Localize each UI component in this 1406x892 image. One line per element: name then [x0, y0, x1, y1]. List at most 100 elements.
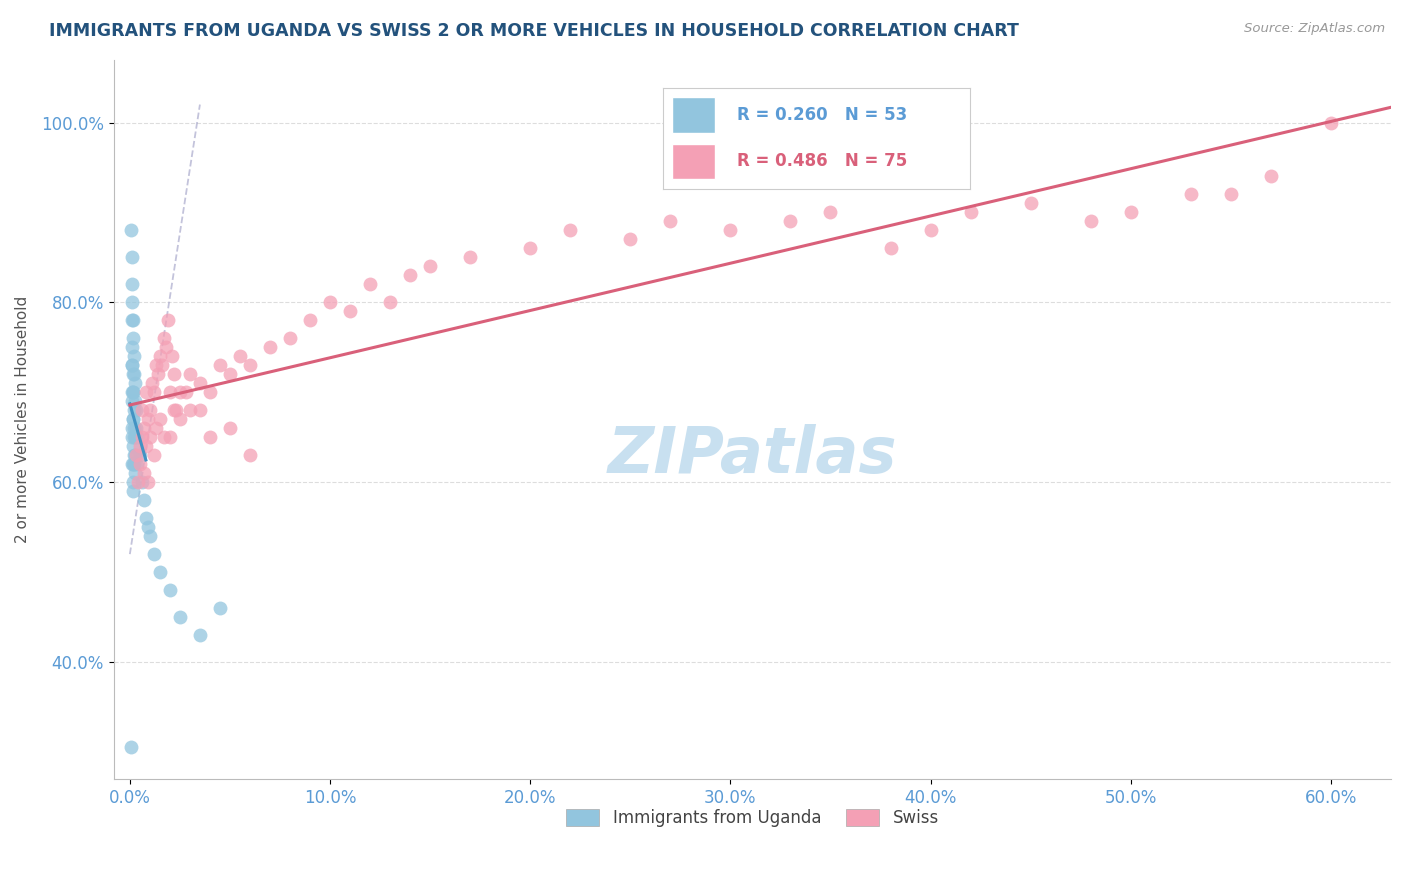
Point — [219, 421, 242, 435]
Point — [122, 349, 145, 363]
Point — [149, 565, 172, 579]
Point — [132, 467, 155, 481]
Point — [219, 368, 242, 382]
Point — [124, 467, 146, 481]
Point — [619, 232, 641, 246]
Point — [121, 359, 143, 373]
Point — [146, 368, 169, 382]
Point — [879, 241, 901, 255]
Point — [122, 368, 145, 382]
Point — [560, 223, 582, 237]
Point — [121, 385, 143, 400]
Point — [208, 359, 231, 373]
Point — [142, 547, 165, 561]
Point — [145, 359, 167, 373]
Point — [163, 368, 186, 382]
Point — [139, 430, 162, 444]
Point — [122, 475, 145, 490]
Point — [1260, 169, 1282, 184]
Point — [121, 457, 143, 471]
Point — [169, 412, 191, 426]
Point — [121, 421, 143, 435]
Point — [131, 430, 153, 444]
Point — [188, 628, 211, 642]
Point — [121, 430, 143, 444]
Point — [1119, 205, 1142, 219]
Point — [198, 430, 221, 444]
Point — [121, 385, 143, 400]
Point — [145, 421, 167, 435]
Point — [139, 403, 162, 417]
Point — [122, 448, 145, 462]
Point — [188, 376, 211, 391]
Point — [121, 277, 143, 292]
Point — [1180, 187, 1202, 202]
Point — [128, 457, 150, 471]
Point — [159, 583, 181, 598]
Point — [122, 331, 145, 345]
Point — [259, 340, 281, 354]
Legend: Immigrants from Uganda, Swiss: Immigrants from Uganda, Swiss — [558, 800, 948, 835]
Point — [128, 448, 150, 462]
Text: IMMIGRANTS FROM UGANDA VS SWISS 2 OR MORE VEHICLES IN HOUSEHOLD CORRELATION CHAR: IMMIGRANTS FROM UGANDA VS SWISS 2 OR MOR… — [49, 22, 1019, 40]
Point — [136, 412, 159, 426]
Point — [779, 214, 801, 228]
Point — [920, 223, 942, 237]
Point — [124, 376, 146, 391]
Point — [124, 430, 146, 444]
Point — [122, 385, 145, 400]
Point — [149, 412, 172, 426]
Point — [169, 385, 191, 400]
Point — [1080, 214, 1102, 228]
Point — [165, 403, 187, 417]
Point — [519, 241, 541, 255]
Text: Source: ZipAtlas.com: Source: ZipAtlas.com — [1244, 22, 1385, 36]
Point — [121, 313, 143, 327]
Point — [278, 331, 301, 345]
Point — [141, 376, 163, 391]
Point — [121, 295, 143, 310]
Point — [208, 601, 231, 615]
Point — [125, 403, 148, 417]
Point — [160, 349, 183, 363]
Point — [124, 394, 146, 409]
Point — [122, 457, 145, 471]
Point — [122, 439, 145, 453]
Point — [122, 403, 145, 417]
Point — [298, 313, 321, 327]
Point — [198, 385, 221, 400]
Point — [153, 430, 176, 444]
Point — [159, 385, 181, 400]
Point — [179, 403, 201, 417]
Point — [135, 511, 157, 525]
Point — [229, 349, 252, 363]
Point — [142, 385, 165, 400]
Point — [142, 448, 165, 462]
Point — [121, 251, 143, 265]
Point — [1320, 115, 1343, 129]
Point — [121, 457, 143, 471]
Point — [132, 421, 155, 435]
Y-axis label: 2 or more Vehicles in Household: 2 or more Vehicles in Household — [15, 295, 30, 543]
Point — [125, 421, 148, 435]
Point — [127, 475, 149, 490]
Point — [121, 368, 143, 382]
Text: ZIPatlas: ZIPatlas — [607, 425, 897, 486]
Point — [131, 403, 153, 417]
Point — [121, 412, 143, 426]
Point — [124, 448, 146, 462]
Point — [120, 740, 142, 755]
Point — [399, 268, 422, 283]
Point — [136, 475, 159, 490]
Point — [156, 313, 179, 327]
Point — [359, 277, 381, 292]
Point — [319, 295, 342, 310]
Point — [820, 205, 842, 219]
Point — [155, 340, 177, 354]
Point — [121, 394, 143, 409]
Point — [139, 529, 162, 543]
Point — [121, 313, 143, 327]
Point — [132, 493, 155, 508]
Point — [135, 385, 157, 400]
Point — [125, 448, 148, 462]
